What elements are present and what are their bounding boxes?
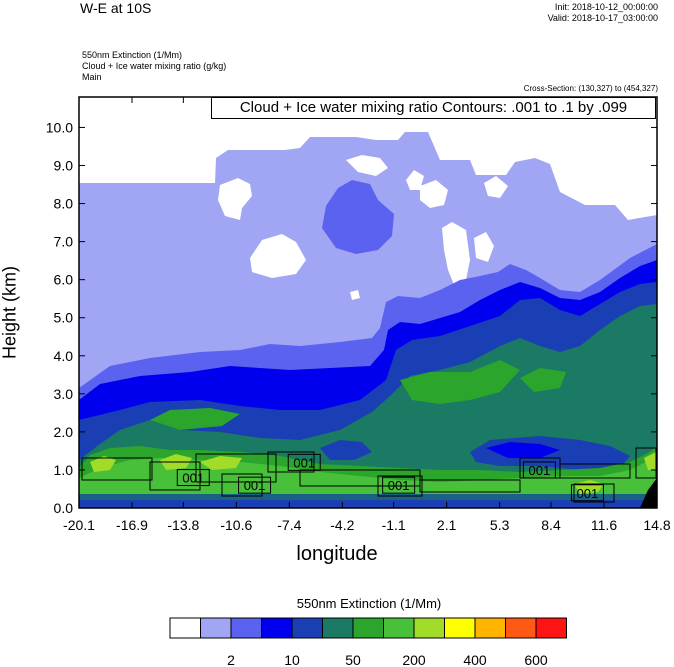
y-tick-label: 5.0	[54, 310, 74, 326]
colorbar-swatch	[444, 617, 476, 639]
colorbar-label: 2	[227, 652, 235, 667]
colorbar-swatch	[352, 617, 384, 639]
contour-label-box	[287, 453, 321, 471]
contour-label: 001	[577, 486, 599, 501]
x-tick-label: 11.6	[591, 517, 617, 533]
field-label-main: Main	[82, 72, 102, 82]
field-label-cloud: Cloud + Ice water mixing ratio (g/kg)	[82, 61, 227, 71]
x-tick-label: -16.9	[116, 517, 148, 533]
colorbar-swatch	[291, 617, 323, 639]
x-tick-label: -13.8	[167, 517, 199, 533]
contour-label: 001	[388, 478, 410, 493]
cloud-contours	[81, 447, 657, 503]
colorbar-swatch	[383, 617, 415, 639]
colorbar-swatch	[413, 617, 445, 639]
colorbar-label: 10	[284, 652, 300, 667]
x-tick-label: 14.8	[643, 517, 670, 533]
terrain	[640, 478, 657, 508]
y-tick-label: 8.0	[54, 196, 74, 212]
y-axis-label: Height (km)	[0, 266, 20, 360]
y-tick-label: 9.0	[54, 158, 74, 174]
contour-label-box	[570, 484, 604, 502]
contour-label-box	[238, 476, 272, 494]
contour-label-box	[522, 461, 556, 479]
colorbar: 2 10 50 200 400 600	[169, 617, 567, 667]
y-tick-label: 0.0	[54, 500, 74, 516]
x-tick-label: -1.1	[382, 517, 406, 533]
colorbar-swatch	[322, 617, 354, 639]
colorbar-swatch	[505, 617, 537, 639]
x-tick-label: 8.4	[541, 517, 561, 533]
contour-label: 001	[529, 463, 551, 478]
y-tick-label: 3.0	[54, 386, 74, 402]
contour-labels: 001 001 001 001 001 001	[176, 453, 604, 502]
colorbar-swatch	[200, 617, 232, 639]
cross-section-label: Cross-Section: (130,327) to (454,327)	[523, 84, 658, 93]
y-tick-label: 1.0	[54, 462, 74, 478]
y-tick-label: 7.0	[54, 234, 74, 250]
colorbar-swatch	[169, 617, 201, 639]
colorbar-swatch	[474, 617, 506, 639]
contour-label-box	[176, 469, 210, 487]
field-label-extinction: 550nm Extinction (1/Mm)	[82, 50, 183, 60]
contour-info-box: Cloud + Ice water mixing ratio Contours:…	[211, 97, 656, 119]
colorbar-label: 600	[524, 652, 548, 667]
colorbar-label: 200	[402, 652, 426, 667]
x-axis-label: longitude	[296, 543, 378, 565]
contour-label: 001	[244, 478, 266, 493]
colorbar-swatch	[535, 617, 567, 639]
x-tick-label: 5.3	[490, 517, 510, 533]
y-tick-label: 6.0	[54, 272, 74, 288]
extinction-field	[79, 97, 657, 508]
contour-label: 001	[293, 455, 315, 470]
y-tick-label: 2.0	[54, 424, 74, 440]
x-tick-label: -20.1	[63, 517, 95, 533]
colorbar-label: 50	[345, 652, 361, 667]
page-title: W-E at 10S	[80, 0, 152, 16]
valid-time: Valid: 2018-10-17_03:00:00	[547, 13, 658, 23]
init-time: Init: 2018-10-12_00:00:00	[554, 2, 658, 12]
colorbar-title: 550nm Extinction (1/Mm)	[296, 596, 442, 611]
x-tick-label: -7.4	[277, 517, 301, 533]
colorbar-label: 400	[463, 652, 487, 667]
y-axis: 0.0 1.0 2.0 3.0 4.0 5.0 6.0 7.0 8.0 9.0 10.0	[46, 119, 657, 516]
y-tick-label: 4.0	[54, 348, 74, 364]
contour-label-box	[382, 476, 416, 494]
x-axis: -20.1 -16.9 -13.8 -10.6 -7.4 -4.2 -1.1 2.1 5.3 8.…	[63, 97, 671, 533]
x-tick-label: -4.2	[330, 517, 354, 533]
x-tick-label: 2.1	[437, 517, 457, 533]
colorbar-swatch	[230, 617, 262, 639]
x-tick-label: -10.6	[220, 517, 252, 533]
y-tick-label: 10.0	[46, 119, 73, 135]
contour-label: 001	[182, 471, 204, 486]
colorbar-swatch	[261, 617, 293, 639]
